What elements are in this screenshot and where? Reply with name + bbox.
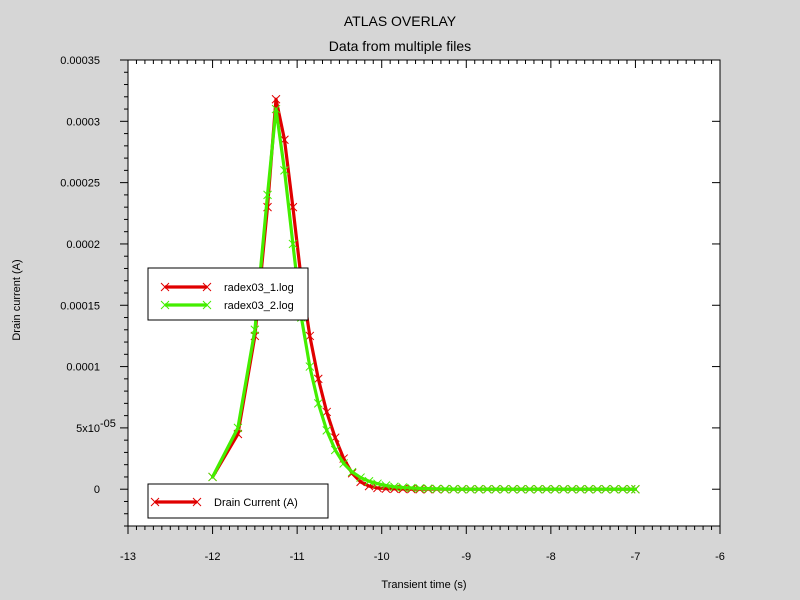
x-tick-label: -7 bbox=[631, 551, 641, 563]
x-tick-label: -13 bbox=[120, 551, 136, 563]
y-tick-label: 5x10 bbox=[76, 423, 100, 435]
data-point bbox=[584, 484, 594, 494]
data-point bbox=[263, 190, 272, 200]
data-point bbox=[601, 484, 611, 494]
data-point bbox=[280, 166, 289, 175]
y-tick-label: 0 bbox=[94, 484, 100, 496]
y-tick-exponent: -05 bbox=[100, 418, 116, 430]
data-point bbox=[233, 423, 243, 433]
data-point bbox=[390, 482, 399, 492]
y-tick-label: 0.0001 bbox=[66, 362, 100, 374]
data-point bbox=[271, 104, 281, 114]
data-point bbox=[593, 484, 602, 494]
data-point bbox=[322, 407, 332, 417]
data-point bbox=[567, 484, 577, 494]
data-point bbox=[499, 484, 509, 494]
y-tick-label: 0.00025 bbox=[60, 178, 100, 190]
data-point bbox=[576, 484, 585, 494]
data-point bbox=[423, 484, 433, 493]
y-axis-label: Drain current (A) bbox=[11, 259, 23, 340]
legend-marker bbox=[160, 300, 170, 310]
data-point bbox=[525, 484, 535, 494]
data-point bbox=[542, 484, 551, 494]
y-tick-label: 0.00015 bbox=[60, 300, 100, 312]
data-point bbox=[432, 484, 442, 494]
data-point bbox=[559, 484, 568, 494]
data-point bbox=[457, 484, 467, 494]
axis-ticks: -13 -12 -11 -10 -9 -8 -7 -60.000350.00030.00025… bbox=[60, 55, 725, 563]
x-tick-label: -9 bbox=[461, 551, 471, 563]
x-tick-label: -8 bbox=[546, 551, 556, 563]
data-point bbox=[330, 445, 340, 455]
chart-subtitle: Data from multiple files bbox=[329, 38, 471, 54]
legend-marker bbox=[192, 497, 202, 507]
data-point bbox=[626, 484, 636, 494]
data-point bbox=[373, 479, 382, 489]
chart-title: ATLAS OVERLAY bbox=[344, 13, 457, 29]
data-point bbox=[250, 325, 260, 335]
data-point bbox=[406, 483, 416, 493]
legend-marker bbox=[150, 497, 160, 507]
x-axis-label: Transient time (s) bbox=[381, 579, 466, 591]
legend-marker bbox=[202, 300, 212, 310]
legend-marker bbox=[202, 282, 212, 292]
legend-label: radex03_1.log bbox=[224, 282, 294, 294]
data-point bbox=[381, 481, 391, 490]
data-point bbox=[313, 399, 323, 408]
data-point bbox=[618, 484, 628, 494]
data-point bbox=[533, 484, 543, 494]
data-point bbox=[449, 484, 458, 494]
data-point bbox=[356, 473, 365, 482]
legend-marker bbox=[160, 282, 170, 292]
legend-entry: radex03_2.log bbox=[160, 300, 294, 312]
x-tick-label: -11 bbox=[290, 551, 305, 563]
data-point bbox=[288, 239, 298, 249]
data-point bbox=[322, 425, 332, 435]
data-point bbox=[305, 331, 315, 341]
data-point bbox=[339, 459, 349, 468]
data-point bbox=[208, 472, 217, 482]
data-point bbox=[347, 467, 357, 477]
data-point bbox=[474, 484, 484, 494]
legend-entry: radex03_1.log bbox=[160, 282, 294, 294]
data-point bbox=[609, 484, 619, 494]
x-tick-label: -12 bbox=[205, 551, 221, 563]
x-tick-label: -6 bbox=[715, 551, 725, 563]
data-point bbox=[483, 484, 492, 494]
x-tick-label: -10 bbox=[374, 551, 390, 563]
legend-label: Drain Current (A) bbox=[214, 497, 298, 509]
data-point bbox=[271, 94, 281, 104]
series-radex03_2.log bbox=[208, 104, 640, 494]
data-point bbox=[305, 362, 315, 371]
data-point bbox=[491, 484, 501, 494]
data-point bbox=[508, 484, 518, 494]
data-point bbox=[398, 483, 408, 492]
y-tick-label: 0.0003 bbox=[66, 116, 100, 128]
data-point bbox=[466, 484, 475, 494]
legend-files: radex03_1.log radex03_2.log bbox=[147, 267, 309, 321]
series-line bbox=[211, 107, 638, 491]
series-layer bbox=[208, 94, 640, 494]
legend-files-box bbox=[147, 267, 309, 321]
data-point bbox=[313, 374, 323, 384]
data-point bbox=[516, 484, 526, 494]
y-tick-label: 0.0002 bbox=[66, 239, 100, 251]
data-point bbox=[415, 483, 425, 493]
legend-label: radex03_2.log bbox=[224, 300, 294, 312]
legend-entry: Drain Current (A) bbox=[150, 497, 298, 509]
data-point bbox=[550, 484, 560, 494]
data-point bbox=[440, 484, 450, 494]
data-point bbox=[631, 484, 640, 494]
data-point bbox=[364, 476, 374, 486]
y-tick-label: 0.00035 bbox=[60, 55, 100, 67]
legend-quantity: Drain Current (A) bbox=[147, 483, 329, 519]
